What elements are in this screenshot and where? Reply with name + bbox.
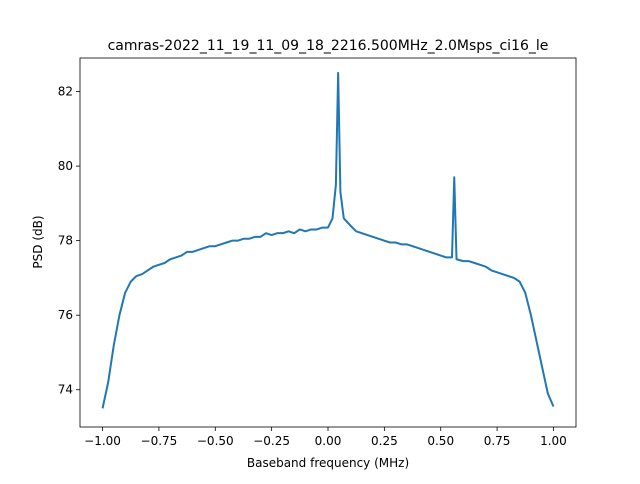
plot-frame <box>79 57 577 428</box>
data-line <box>101 71 555 409</box>
x-tick-label: 0.50 <box>427 434 454 448</box>
x-tick-label: −1.00 <box>84 434 121 448</box>
x-tick-label: −0.50 <box>197 434 234 448</box>
x-axis-label: Baseband frequency (MHz) <box>247 456 409 470</box>
y-tick-label: 74 <box>58 383 73 397</box>
y-tick-label: 80 <box>58 159 73 173</box>
y-axis-label: PSD (dB) <box>31 215 45 268</box>
chart-title: camras-2022_11_19_11_09_18_2216.500MHz_2… <box>108 38 549 54</box>
x-tick-label: 0.75 <box>484 434 511 448</box>
x-tick-label: −0.75 <box>141 434 178 448</box>
x-tick-label: −0.25 <box>253 434 290 448</box>
y-tick-label: 76 <box>58 308 73 322</box>
x-tick-label: 0.00 <box>315 434 342 448</box>
x-tick-label: 1.00 <box>540 434 567 448</box>
y-tick-label: 82 <box>58 85 73 99</box>
x-tick-label: 0.25 <box>371 434 398 448</box>
y-tick-label: 78 <box>58 234 73 248</box>
